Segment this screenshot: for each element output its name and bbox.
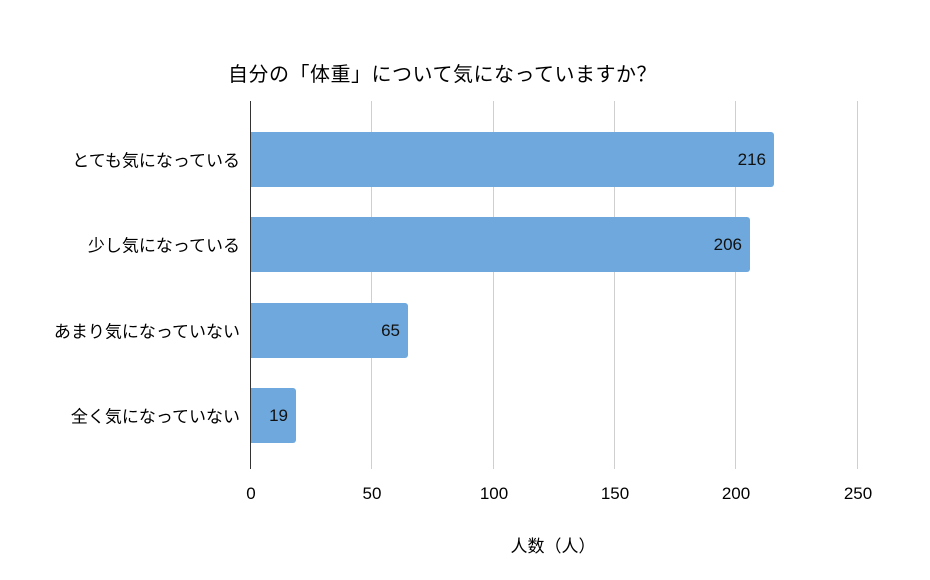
x-tick-label: 0 xyxy=(246,484,256,503)
gridline-150 xyxy=(614,101,615,469)
x-tick-label: 250 xyxy=(843,484,873,503)
x-tick-label: 50 xyxy=(362,484,382,503)
bar-not-at-all-concerned: 19 xyxy=(250,388,296,443)
gridline-50 xyxy=(371,101,372,469)
gridline-200 xyxy=(735,101,736,469)
bar-somewhat-concerned: 206 xyxy=(250,217,750,272)
y-axis-line xyxy=(250,101,251,469)
x-tick-label: 200 xyxy=(721,484,751,503)
bar-value-label: 65 xyxy=(381,320,400,340)
chart-title: 自分の「体重」について気になっていますか？ xyxy=(228,62,657,86)
category-label: あまり気になっていない xyxy=(53,322,240,343)
category-label: 全く気になっていない xyxy=(70,407,240,428)
x-tick-label: 100 xyxy=(479,484,509,503)
bar-value-label: 206 xyxy=(713,234,742,254)
x-axis-title: 人数（人） xyxy=(510,537,596,557)
gridline-250 xyxy=(857,101,858,469)
bar-value-label: 19 xyxy=(269,405,288,425)
bar-not-very-concerned: 65 xyxy=(250,303,408,358)
plot-area: 216 206 65 19 xyxy=(250,101,858,469)
bar-very-concerned: 216 xyxy=(250,132,774,187)
bar-value-label: 216 xyxy=(737,149,766,169)
category-label: 少し気になっている xyxy=(87,236,240,257)
x-tick-label: 150 xyxy=(600,484,630,503)
category-label: とても気になっている xyxy=(72,151,240,172)
gridline-100 xyxy=(493,101,494,469)
